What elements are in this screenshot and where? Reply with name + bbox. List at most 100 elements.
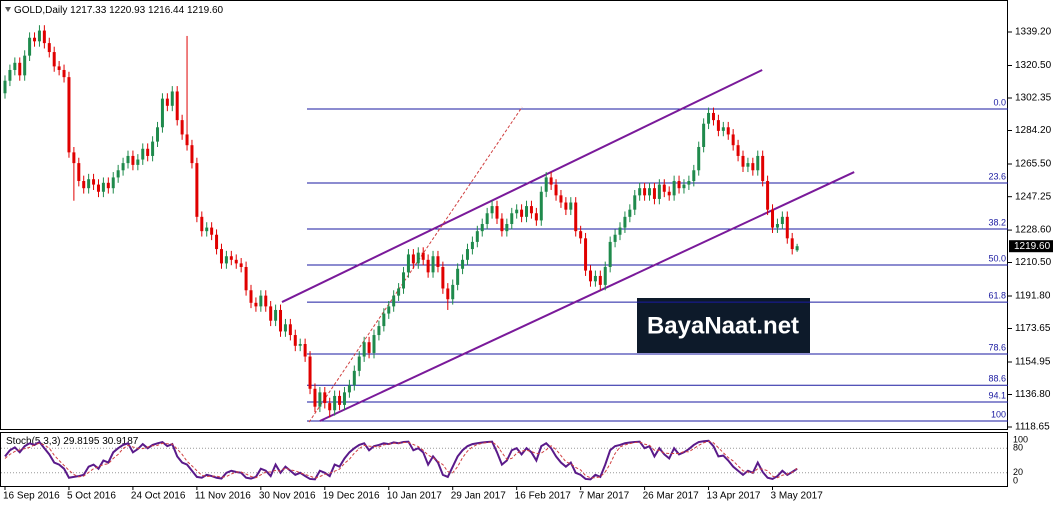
candle-body xyxy=(559,195,563,203)
candle-body xyxy=(456,268,460,285)
candle-body xyxy=(495,206,499,219)
candle-body xyxy=(352,370,356,386)
candle-body xyxy=(746,163,750,167)
candle-body xyxy=(628,209,632,217)
x-tick-label: 29 Jan 2017 xyxy=(451,491,506,502)
candle-body xyxy=(687,181,691,185)
candle-body xyxy=(342,392,346,405)
candle-body xyxy=(200,216,204,232)
stoch-main-last: 29.8195 xyxy=(63,436,100,447)
candle-body xyxy=(180,120,184,135)
candle-body xyxy=(574,202,578,232)
candle-body xyxy=(470,241,474,250)
y-tick-label: 1154.95 xyxy=(1015,357,1051,368)
candle-body xyxy=(638,188,642,196)
candle-body xyxy=(451,284,455,300)
fib-label: 23.6 xyxy=(988,171,1006,181)
candle-body xyxy=(210,227,214,235)
candle-body xyxy=(303,343,307,357)
trendline xyxy=(308,106,523,423)
candle-body xyxy=(308,356,312,389)
price-tag-label: 1219.60 xyxy=(1014,241,1051,252)
candle-body xyxy=(593,275,597,282)
candle-body xyxy=(731,134,735,146)
y-tick-label: 1265.50 xyxy=(1015,159,1052,170)
candle-body xyxy=(436,256,440,267)
candle-body xyxy=(131,155,135,165)
candle-body xyxy=(249,290,253,303)
candle-body xyxy=(465,249,469,260)
candle-body xyxy=(244,266,248,291)
candle-body xyxy=(239,263,243,267)
stoch-tick-label: 80 xyxy=(1013,443,1023,453)
candle-body xyxy=(392,295,396,307)
candle-body xyxy=(259,295,263,307)
candle-body xyxy=(165,98,169,106)
candle-body xyxy=(402,272,406,289)
candle-body xyxy=(111,177,115,189)
stoch-header: Stoch(5,3,3) 29.8195 30.9187 xyxy=(6,436,139,447)
candle-body xyxy=(726,127,730,135)
candle-body xyxy=(623,216,627,228)
candle-body xyxy=(318,392,322,407)
candle-body xyxy=(421,252,425,260)
candle-body xyxy=(77,163,81,182)
candle-body xyxy=(141,148,145,160)
candle-body xyxy=(643,188,647,196)
candle-body xyxy=(57,66,61,70)
candle-body xyxy=(288,324,292,336)
candle-body xyxy=(67,77,71,153)
x-tick-label: 11 Nov 2016 xyxy=(195,491,251,502)
candle-body xyxy=(461,259,465,269)
candle-body xyxy=(500,218,504,232)
candle-body xyxy=(377,326,381,336)
y-tick-label: 1210.50 xyxy=(1015,257,1052,268)
candle-body xyxy=(534,213,538,221)
candle-body xyxy=(62,69,66,78)
close-label: 1219.60 xyxy=(187,5,224,16)
candle-body xyxy=(771,209,775,228)
candle-body xyxy=(362,342,366,357)
candle-body xyxy=(72,152,76,164)
candle-body xyxy=(323,392,327,404)
candle-body xyxy=(151,141,155,156)
candle-body xyxy=(170,91,174,106)
candle-body xyxy=(692,170,696,182)
candle-body xyxy=(780,216,784,224)
candle-body xyxy=(697,146,701,171)
candle-body xyxy=(613,234,617,242)
candle-body xyxy=(234,259,238,264)
y-tick-label: 1136.80 xyxy=(1015,389,1051,400)
candle-body xyxy=(525,206,529,217)
candle-body xyxy=(431,256,435,273)
trendline xyxy=(281,69,763,303)
candle-body xyxy=(544,177,548,192)
candle-body xyxy=(657,184,661,199)
candle-body xyxy=(618,227,622,235)
stoch-tick-label: 100 xyxy=(1013,434,1028,444)
candle-body xyxy=(96,184,100,192)
candle-body xyxy=(721,127,725,131)
candle-body xyxy=(367,342,371,353)
candle-body xyxy=(37,30,41,42)
fib-label: 100 xyxy=(991,409,1006,419)
candle-body xyxy=(588,270,592,282)
candle-body xyxy=(441,266,445,289)
candle-body xyxy=(515,209,519,214)
watermark: BayaNaat.net xyxy=(647,312,799,339)
symbol-icon xyxy=(5,7,11,12)
candle-body xyxy=(579,231,583,239)
y-tick-label: 1339.20 xyxy=(1015,27,1052,38)
candle-body xyxy=(751,163,755,171)
candle-body xyxy=(382,313,386,327)
candle-body xyxy=(116,170,120,178)
candle-body xyxy=(92,179,96,185)
x-tick-label: 24 Oct 2016 xyxy=(131,491,186,502)
candle-body xyxy=(338,395,342,405)
high-label: 1220.93 xyxy=(109,5,146,16)
stoch-name: Stoch(5,3,3) xyxy=(6,436,60,447)
candle-body xyxy=(106,182,110,189)
candle-body xyxy=(224,256,228,264)
x-tick-label: 10 Jan 2017 xyxy=(387,491,442,502)
candle-body xyxy=(475,231,479,242)
